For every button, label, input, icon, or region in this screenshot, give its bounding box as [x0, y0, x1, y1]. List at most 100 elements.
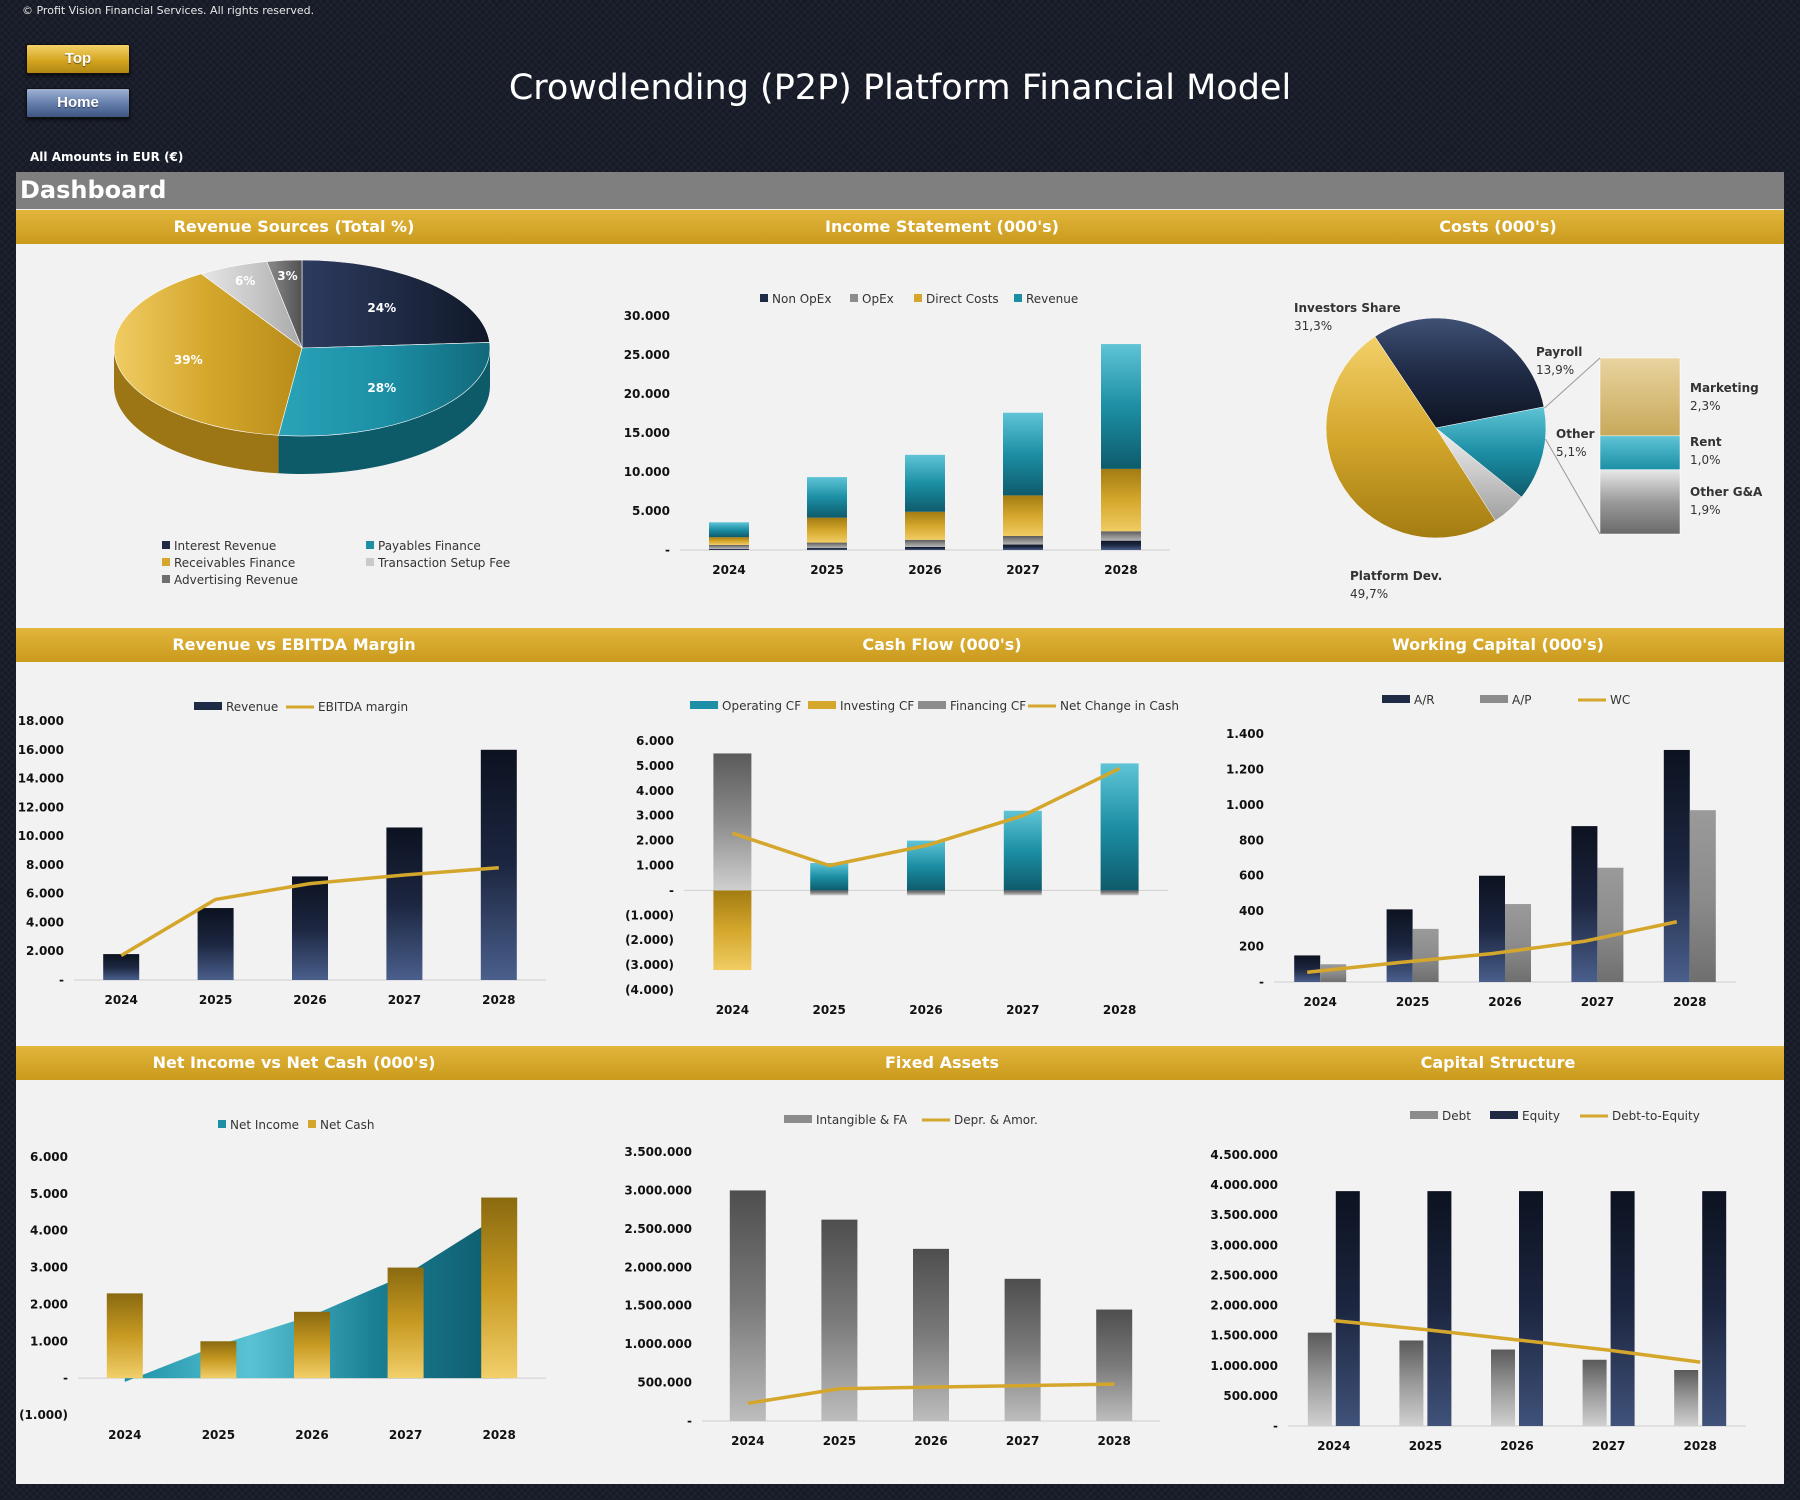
- y-tick-label: (2.000): [625, 933, 674, 947]
- x-tick-label: 2025: [202, 1428, 235, 1442]
- chart-title-fixed-assets: Fixed Assets: [884, 1053, 1000, 1072]
- bar-equity-2025: [1427, 1191, 1452, 1426]
- bar-net-cash-2024: [106, 1293, 143, 1379]
- chart-title-income-statement: Income Statement (000's): [825, 217, 1059, 236]
- bar-investing-cf-2024: [713, 890, 752, 971]
- y-tick-label: 500.000: [637, 1376, 692, 1390]
- pie-value-other: 5,1%: [1556, 445, 1587, 459]
- y-tick-label: 18.000: [18, 714, 64, 728]
- working-capital-chart: 1.400 1.200 1.000 800 600 400 200 - 2024 2025 2026…: [1200, 664, 1780, 1048]
- dashboard-header: Dashboard: [16, 172, 1784, 209]
- y-tick-label: 4.000: [26, 915, 64, 929]
- y-tick-label: -: [59, 973, 64, 987]
- bar-non-opex-2024: [709, 548, 749, 550]
- bar-direct-costs-2027: [1003, 495, 1043, 536]
- breakdown-segment-rent: [1599, 435, 1681, 470]
- legend-swatch-operating-cf: [690, 701, 718, 709]
- x-tick-label: 2026: [293, 993, 326, 1007]
- bar-ar-2027: [1571, 826, 1598, 982]
- home-button[interactable]: Home: [26, 88, 130, 118]
- x-tick-label: 2028: [1104, 563, 1137, 577]
- section-bar-row-1: Revenue Sources (Total %) Income Stateme…: [16, 210, 1784, 244]
- bar-financing-cf-2026: [907, 890, 945, 896]
- pie-slice-receivables-finance: [113, 273, 303, 436]
- breakdown-label-other-g-a: Other G&A: [1690, 485, 1763, 499]
- section-bar-row-2: Revenue vs EBITDA Margin Cash Flow (000'…: [16, 628, 1784, 662]
- bar-opex-2028: [1101, 531, 1141, 541]
- legend-label-revenue: Revenue: [226, 700, 278, 714]
- chart-title-working-capital: Working Capital (000's): [1392, 635, 1604, 654]
- legend-swatch-advertising-revenue: [162, 575, 170, 583]
- x-tick-label: 2027: [1006, 563, 1039, 577]
- bar-operating-cf-2028: [1100, 763, 1139, 891]
- y-tick-label: 2.500.000: [624, 1222, 692, 1236]
- line-depr-amor: [747, 1382, 1115, 1406]
- legend-label-receivables-finance: Receivables Finance: [174, 556, 295, 570]
- bar-intangible-fa-2026: [913, 1248, 949, 1421]
- legend-label-debt: Debt: [1442, 1109, 1471, 1123]
- y-tick-label: -: [1259, 975, 1264, 989]
- bar-ap-2028: [1689, 810, 1716, 982]
- y-tick-label: 5.000: [636, 759, 674, 773]
- legend-label-opex: OpEx: [862, 292, 894, 306]
- bar-debt-2028: [1674, 1369, 1699, 1426]
- y-tick-label: 2.000: [26, 944, 64, 958]
- breakdown-connector-top: [1543, 357, 1601, 409]
- x-tick-label: 2027: [388, 993, 421, 1007]
- legend-label-financing-cf: Financing CF: [950, 699, 1026, 713]
- chart-title-costs: Costs (000's): [1439, 217, 1557, 236]
- x-tick-label: 2024: [104, 993, 137, 1007]
- bar-ar-2024: [1294, 955, 1321, 982]
- legend-swatch-net-cash: [308, 1120, 316, 1128]
- y-tick-label: 8.000: [26, 858, 64, 872]
- pie-slice-payroll: [1435, 406, 1547, 498]
- bar-non-opex-2025: [807, 548, 847, 550]
- bar-net-cash-2025: [200, 1341, 237, 1379]
- x-tick-label: 2025: [812, 1003, 845, 1017]
- pie-slice-advertising-revenue: [266, 259, 303, 349]
- y-tick-label: -: [665, 543, 670, 557]
- bar-equity-2026: [1519, 1191, 1543, 1426]
- breakdown-value-other-g-a: 1,9%: [1690, 503, 1721, 517]
- legend-swatch-debt: [1410, 1111, 1438, 1119]
- legend-swatch-net-income: [218, 1120, 226, 1128]
- bar-equity-2028: [1702, 1191, 1727, 1426]
- pie-value-investors-share: 31,3%: [1294, 319, 1332, 333]
- legend-swatch-financing-cf: [918, 701, 946, 709]
- breakdown-segment-marketing: [1599, 357, 1681, 437]
- x-tick-label: 2028: [1097, 1434, 1130, 1448]
- x-tick-label: 2027: [1006, 1003, 1039, 1017]
- x-tick-label: 2024: [108, 1428, 141, 1442]
- page-title: Crowdlending (P2P) Platform Financial Mo…: [508, 68, 1292, 108]
- bar-non-opex-2028: [1101, 540, 1141, 550]
- x-tick-label: 2028: [482, 1428, 515, 1442]
- bar-ap-2027: [1597, 867, 1624, 982]
- bar-intangible-fa-2028: [1096, 1309, 1133, 1421]
- top-button[interactable]: Top: [26, 44, 130, 74]
- y-tick-label: 4.000: [636, 784, 674, 798]
- bar-opex-2024: [709, 544, 749, 549]
- bar-financing-cf-2027: [1003, 890, 1042, 896]
- x-tick-label: 2026: [914, 1434, 947, 1448]
- x-tick-label: 2026: [295, 1428, 328, 1442]
- y-tick-label: 1.000.000: [1210, 1359, 1278, 1373]
- bar-revenue-2028: [480, 749, 517, 980]
- capital-structure-chart: 4.500.000 4.000.000 3.500.000 3.000.000 2.50…: [1200, 1082, 1780, 1486]
- bar-financing-cf-2024: [713, 753, 752, 891]
- pie-label-payroll: Payroll: [1536, 345, 1582, 359]
- x-tick-label: 2026: [908, 563, 941, 577]
- pie-label-platform-dev: Platform Dev.: [1350, 569, 1442, 583]
- y-tick-label: 1.200: [1226, 762, 1264, 776]
- legend-swatch-revenue: [1014, 294, 1022, 302]
- y-tick-label: (3.000): [625, 958, 674, 972]
- revenue-sources-chart: 24% 28% 39% 6% 3% Interest Revenue Payables Fi…: [16, 246, 616, 630]
- bar-intangible-fa-2027: [1004, 1278, 1041, 1421]
- legend-swatch-interest-revenue: [162, 541, 170, 549]
- bar-operating-cf-2027: [1003, 810, 1042, 891]
- revenue-vs-ebitda-chart: 18.000 16.000 14.000 12.000 10.000 8.000 6.000…: [16, 664, 596, 1048]
- y-tick-label: 2.000.000: [1210, 1299, 1278, 1313]
- bar-debt-2026: [1491, 1349, 1515, 1426]
- legend-label-payables-finance: Payables Finance: [378, 539, 481, 553]
- y-tick-label: 16.000: [18, 743, 64, 757]
- pie-side-receivables-finance: [114, 348, 279, 474]
